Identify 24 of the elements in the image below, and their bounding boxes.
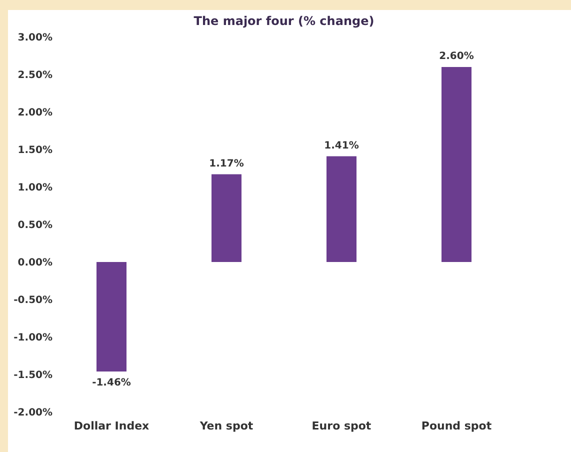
data-label: 1.41% (324, 140, 359, 152)
y-tick-label: -2.00% (14, 408, 52, 418)
y-tick-label: 2.00% (18, 108, 52, 118)
y-tick-label: 3.00% (18, 32, 52, 44)
data-label: 1.17% (209, 158, 244, 170)
data-label: 2.60% (439, 51, 474, 62)
bar (212, 174, 242, 262)
x-tick-label: Yen spot (198, 420, 254, 432)
chart-title: The major four (% change) (194, 14, 374, 28)
x-tick-label: Euro spot (312, 420, 372, 432)
y-tick-label: 2.50% (18, 70, 52, 81)
y-tick-label: 1.00% (18, 182, 52, 194)
x-tick-label: Dollar Index (74, 420, 150, 432)
y-tick-label: 0.50% (18, 220, 52, 231)
bar (326, 156, 356, 262)
y-tick-label: 1.50% (18, 145, 52, 156)
bar (442, 67, 472, 262)
x-tick-label: Pound spot (421, 420, 492, 432)
y-tick-label: 0.00% (18, 258, 52, 268)
y-tick-label: -1.50% (14, 370, 52, 381)
y-tick-label: -0.50% (14, 295, 52, 306)
bar (96, 262, 126, 372)
data-label: -1.46% (92, 378, 131, 388)
y-tick-label: -1.00% (14, 332, 52, 344)
